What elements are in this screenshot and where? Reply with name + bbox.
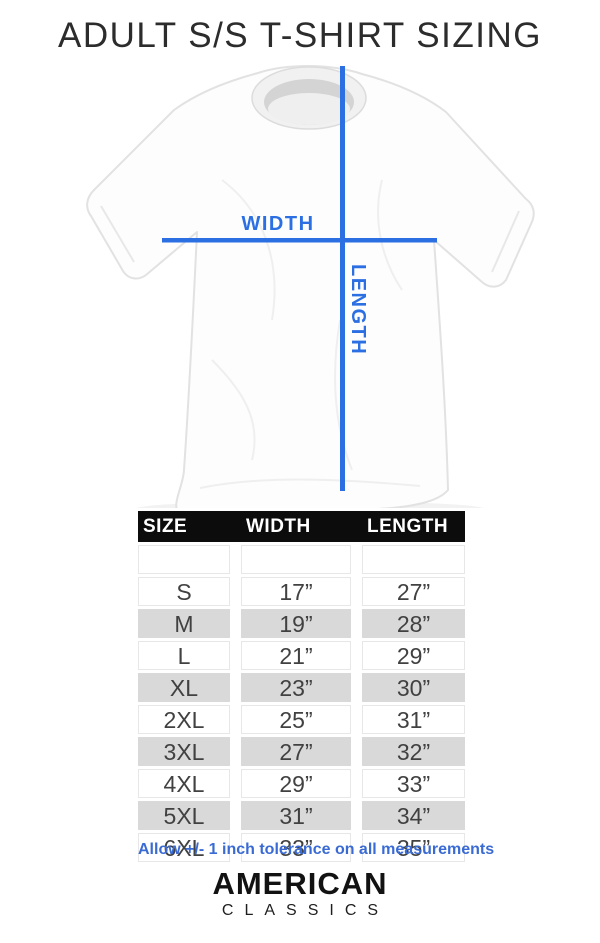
size-cell: 4XL — [138, 769, 230, 798]
length-cell: 28” — [362, 609, 465, 638]
tshirt-graphic: WIDTH LENGTH — [86, 65, 535, 518]
brand-logo: AMERICAN CLASSICS — [0, 868, 600, 921]
size-table-header: SIZE WIDTH LENGTH — [138, 511, 465, 542]
width-cell: 21” — [241, 641, 351, 670]
table-row: S 17” 27” — [138, 577, 465, 606]
length-cell — [362, 545, 465, 574]
length-label: LENGTH — [347, 264, 369, 355]
size-cell: 5XL — [138, 801, 230, 830]
collar — [251, 66, 367, 130]
size-cell: XL — [138, 673, 230, 702]
size-cell: 3XL — [138, 737, 230, 766]
length-cell: 35” — [362, 833, 465, 862]
table-row: 4XL 29” 33” — [138, 769, 465, 798]
width-cell: 23” — [241, 673, 351, 702]
table-row — [138, 545, 465, 574]
header-length: LENGTH — [367, 516, 449, 537]
size-cell: L — [138, 641, 230, 670]
table-row: 3XL 27” 32” — [138, 737, 465, 766]
table-row: 5XL 31” 34” — [138, 801, 465, 830]
size-cell: S — [138, 577, 230, 606]
length-cell: 31” — [362, 705, 465, 734]
tshirt-diagram: WIDTH LENGTH — [0, 58, 600, 518]
table-row: 6XL 33” 35” — [138, 833, 465, 862]
length-cell: 34” — [362, 801, 465, 830]
width-label: WIDTH — [241, 213, 314, 235]
width-cell — [241, 545, 351, 574]
header-size: SIZE — [143, 516, 188, 537]
sleeve-seams — [100, 205, 520, 273]
length-cell: 30” — [362, 673, 465, 702]
width-cell: 25” — [241, 705, 351, 734]
width-cell: 33” — [241, 833, 351, 862]
table-row: 2XL 25” 31” — [138, 705, 465, 734]
page-title: ADULT S/S T-SHIRT SIZING — [58, 16, 542, 55]
length-cell: 29” — [362, 641, 465, 670]
size-cell: 6XL — [138, 833, 230, 862]
width-cell: 29” — [241, 769, 351, 798]
width-cell: 17” — [241, 577, 351, 606]
brand-subname: CLASSICS — [221, 902, 390, 919]
tshirt-body — [86, 65, 535, 518]
size-cell: M — [138, 609, 230, 638]
tolerance-note: Allow +/- 1 inch tolerance on all measur… — [138, 841, 495, 858]
width-cell: 27” — [241, 737, 351, 766]
length-cell: 32” — [362, 737, 465, 766]
length-cell: 27” — [362, 577, 465, 606]
table-row: M 19” 28” — [138, 609, 465, 638]
width-line — [162, 238, 437, 243]
table-row: L 21” 29” — [138, 641, 465, 670]
width-cell: 31” — [241, 801, 351, 830]
length-cell: 33” — [362, 769, 465, 798]
table-row: XL 23” 30” — [138, 673, 465, 702]
size-cell — [138, 545, 230, 574]
width-cell: 19” — [241, 609, 351, 638]
length-line — [340, 66, 345, 491]
size-table: SIZE WIDTH LENGTH S 17” 27” M 19” 28” L … — [138, 511, 465, 862]
header-width: WIDTH — [246, 516, 311, 537]
brand-name: AMERICAN — [212, 866, 388, 901]
size-cell: 2XL — [138, 705, 230, 734]
